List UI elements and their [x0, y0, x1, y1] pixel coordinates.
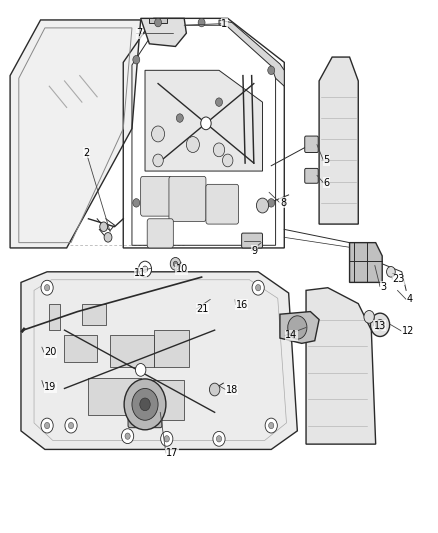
- Text: 9: 9: [252, 246, 258, 256]
- Polygon shape: [147, 381, 184, 420]
- Circle shape: [364, 311, 374, 323]
- Circle shape: [255, 285, 261, 291]
- Polygon shape: [306, 288, 376, 444]
- Circle shape: [138, 261, 152, 277]
- Polygon shape: [82, 304, 106, 325]
- Text: 5: 5: [323, 156, 330, 165]
- Circle shape: [161, 431, 173, 446]
- Text: 6: 6: [323, 177, 329, 188]
- Circle shape: [142, 266, 148, 272]
- Text: 13: 13: [374, 321, 386, 331]
- Polygon shape: [350, 243, 382, 282]
- Circle shape: [213, 143, 225, 157]
- Polygon shape: [10, 20, 141, 248]
- Circle shape: [198, 18, 205, 27]
- Circle shape: [387, 266, 395, 277]
- Circle shape: [132, 389, 158, 420]
- Polygon shape: [88, 378, 141, 415]
- Circle shape: [125, 433, 130, 439]
- Text: 19: 19: [44, 382, 57, 392]
- FancyBboxPatch shape: [305, 168, 318, 183]
- Circle shape: [268, 199, 275, 207]
- Text: 1: 1: [221, 19, 227, 29]
- Text: 18: 18: [226, 384, 238, 394]
- Circle shape: [155, 18, 162, 27]
- Circle shape: [124, 379, 166, 430]
- Circle shape: [177, 114, 184, 122]
- Circle shape: [213, 431, 225, 446]
- Polygon shape: [145, 70, 262, 171]
- Circle shape: [256, 198, 268, 213]
- Circle shape: [265, 418, 277, 433]
- FancyBboxPatch shape: [206, 184, 239, 224]
- Text: 3: 3: [380, 281, 386, 292]
- Text: 21: 21: [196, 304, 209, 314]
- Circle shape: [65, 418, 77, 433]
- Circle shape: [209, 383, 220, 396]
- Text: 23: 23: [392, 274, 405, 284]
- Circle shape: [68, 422, 74, 429]
- Text: 2: 2: [83, 148, 89, 158]
- Circle shape: [121, 429, 134, 443]
- Text: 10: 10: [176, 264, 188, 274]
- Polygon shape: [110, 335, 154, 367]
- FancyBboxPatch shape: [242, 233, 262, 248]
- Circle shape: [371, 313, 390, 336]
- Circle shape: [140, 398, 150, 411]
- Circle shape: [376, 319, 385, 330]
- Text: 14: 14: [285, 330, 297, 341]
- Circle shape: [268, 422, 274, 429]
- FancyBboxPatch shape: [147, 219, 173, 248]
- Circle shape: [216, 435, 222, 442]
- Polygon shape: [141, 18, 186, 46]
- Circle shape: [223, 154, 233, 167]
- Polygon shape: [280, 312, 319, 343]
- Circle shape: [215, 98, 223, 107]
- Text: 12: 12: [402, 326, 414, 336]
- Circle shape: [45, 422, 49, 429]
- Circle shape: [41, 280, 53, 295]
- FancyBboxPatch shape: [141, 176, 171, 216]
- Circle shape: [135, 364, 146, 376]
- Circle shape: [100, 222, 108, 231]
- Polygon shape: [154, 330, 188, 367]
- FancyBboxPatch shape: [305, 136, 318, 152]
- Text: 20: 20: [44, 348, 57, 358]
- Text: 4: 4: [406, 294, 412, 304]
- Polygon shape: [21, 272, 297, 449]
- Text: 11: 11: [134, 268, 146, 278]
- Circle shape: [41, 418, 53, 433]
- Circle shape: [164, 435, 170, 442]
- Circle shape: [268, 66, 275, 75]
- FancyBboxPatch shape: [169, 176, 206, 221]
- Text: 7: 7: [136, 28, 142, 38]
- Circle shape: [45, 285, 49, 291]
- Polygon shape: [319, 57, 358, 224]
- Polygon shape: [64, 335, 97, 362]
- Text: 8: 8: [280, 198, 286, 208]
- Circle shape: [288, 316, 307, 339]
- Circle shape: [173, 261, 178, 266]
- Circle shape: [201, 117, 211, 130]
- Circle shape: [153, 154, 163, 167]
- Circle shape: [252, 280, 264, 295]
- Polygon shape: [149, 18, 167, 22]
- FancyBboxPatch shape: [128, 403, 162, 427]
- Text: 16: 16: [236, 300, 248, 310]
- Circle shape: [133, 55, 140, 64]
- Circle shape: [186, 136, 199, 152]
- Polygon shape: [219, 20, 284, 86]
- Polygon shape: [49, 304, 60, 330]
- Circle shape: [133, 199, 140, 207]
- Circle shape: [104, 232, 112, 242]
- Circle shape: [152, 126, 165, 142]
- Circle shape: [170, 257, 181, 270]
- Text: 17: 17: [166, 448, 178, 458]
